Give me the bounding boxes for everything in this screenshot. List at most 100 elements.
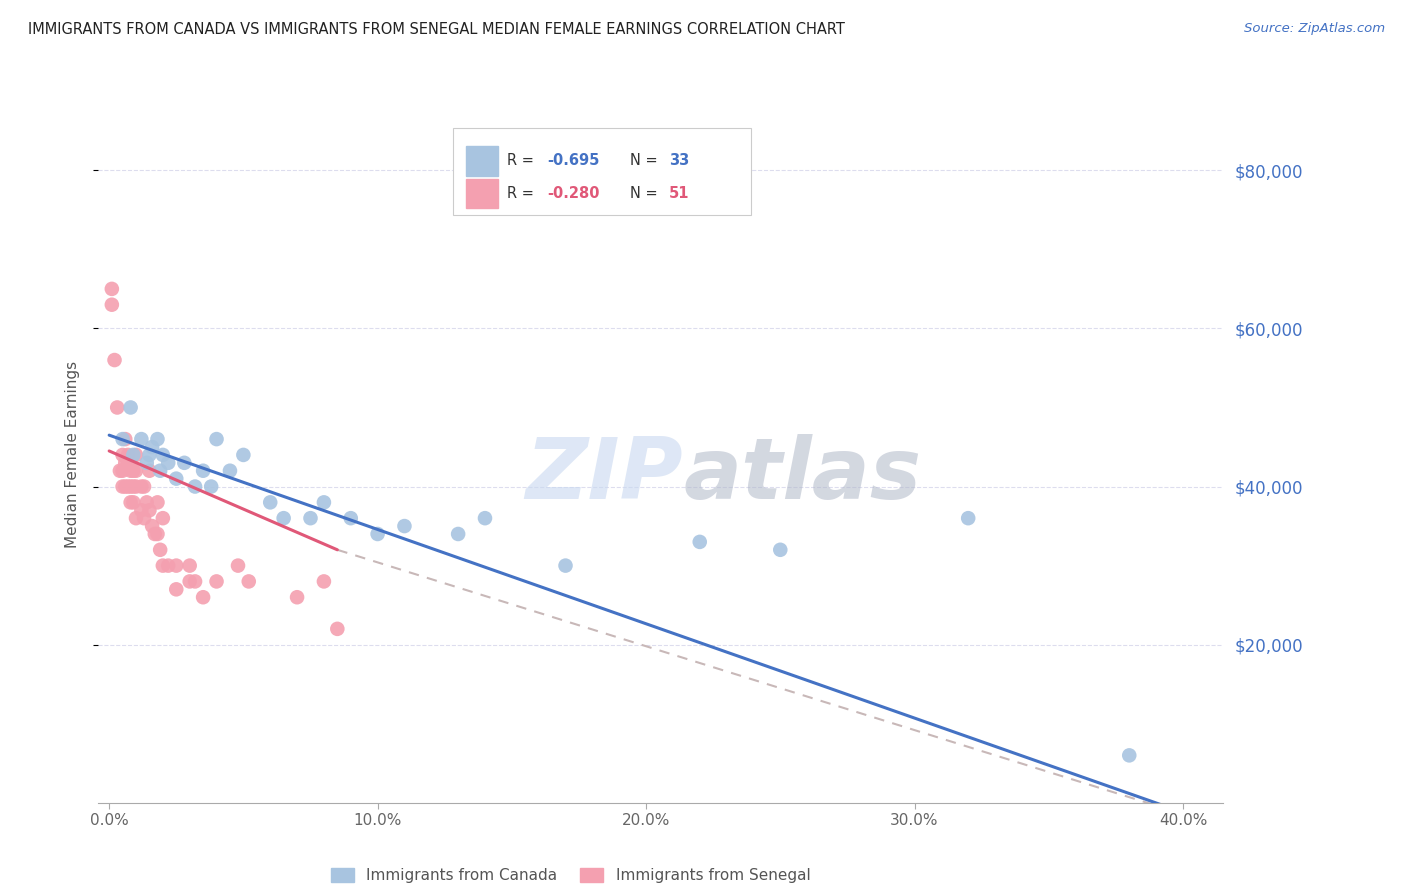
Point bbox=[103, 353, 125, 368]
Point bbox=[114, 456, 136, 470]
Point bbox=[149, 542, 172, 557]
Point bbox=[232, 448, 254, 462]
Point bbox=[131, 479, 153, 493]
Point bbox=[120, 479, 142, 493]
Point bbox=[554, 558, 576, 573]
Point bbox=[132, 511, 155, 525]
Text: R =: R = bbox=[506, 153, 538, 169]
Bar bbox=[467, 146, 498, 176]
Point bbox=[1118, 748, 1140, 763]
Bar bbox=[467, 178, 498, 208]
Point bbox=[165, 472, 187, 486]
Point bbox=[152, 511, 174, 525]
Point bbox=[117, 479, 139, 493]
Point bbox=[146, 495, 169, 509]
Point bbox=[120, 464, 142, 478]
Point bbox=[226, 558, 249, 573]
Point bbox=[200, 479, 222, 493]
Point bbox=[105, 401, 128, 415]
Point bbox=[367, 527, 389, 541]
Point bbox=[191, 591, 214, 605]
Point bbox=[219, 464, 242, 478]
Point bbox=[122, 495, 145, 509]
Point bbox=[114, 432, 136, 446]
Point bbox=[138, 448, 160, 462]
Point bbox=[117, 456, 139, 470]
Point bbox=[259, 495, 281, 509]
Point bbox=[312, 495, 335, 509]
Point bbox=[141, 440, 163, 454]
Point bbox=[157, 456, 180, 470]
Point bbox=[157, 558, 180, 573]
Point bbox=[285, 591, 308, 605]
Point bbox=[122, 464, 145, 478]
Point bbox=[122, 479, 145, 493]
Point bbox=[146, 527, 169, 541]
Point bbox=[135, 456, 157, 470]
Point bbox=[120, 401, 142, 415]
Point bbox=[152, 448, 174, 462]
Point bbox=[111, 479, 134, 493]
Point bbox=[179, 558, 201, 573]
Point bbox=[447, 527, 470, 541]
FancyBboxPatch shape bbox=[453, 128, 751, 215]
Point bbox=[101, 298, 124, 312]
Point bbox=[131, 503, 153, 517]
Point bbox=[184, 479, 207, 493]
Point bbox=[122, 448, 145, 462]
Text: atlas: atlas bbox=[683, 434, 921, 517]
Point bbox=[326, 622, 349, 636]
Point bbox=[769, 542, 792, 557]
Text: N =: N = bbox=[630, 153, 662, 169]
Point bbox=[165, 558, 187, 573]
Point bbox=[689, 535, 711, 549]
Point bbox=[394, 519, 416, 533]
Text: N =: N = bbox=[630, 186, 662, 201]
Point bbox=[957, 511, 980, 525]
Point bbox=[339, 511, 361, 525]
Point bbox=[108, 464, 131, 478]
Point bbox=[111, 432, 134, 446]
Point bbox=[125, 464, 148, 478]
Point bbox=[135, 495, 157, 509]
Point bbox=[238, 574, 260, 589]
Text: 33: 33 bbox=[669, 153, 689, 169]
Point bbox=[299, 511, 322, 525]
Point bbox=[146, 432, 169, 446]
Text: 51: 51 bbox=[669, 186, 689, 201]
Point bbox=[474, 511, 496, 525]
Point bbox=[312, 574, 335, 589]
Point bbox=[149, 464, 172, 478]
Point bbox=[173, 456, 195, 470]
Text: R =: R = bbox=[506, 186, 538, 201]
Text: IMMIGRANTS FROM CANADA VS IMMIGRANTS FROM SENEGAL MEDIAN FEMALE EARNINGS CORRELA: IMMIGRANTS FROM CANADA VS IMMIGRANTS FRO… bbox=[28, 22, 845, 37]
Point bbox=[179, 574, 201, 589]
Point bbox=[143, 527, 166, 541]
Point bbox=[191, 464, 214, 478]
Point bbox=[114, 479, 136, 493]
Point bbox=[138, 464, 160, 478]
Point bbox=[111, 448, 134, 462]
Text: ZIP: ZIP bbox=[526, 434, 683, 517]
Point bbox=[205, 574, 228, 589]
Point bbox=[101, 282, 124, 296]
Point bbox=[205, 432, 228, 446]
Point bbox=[125, 479, 148, 493]
Point bbox=[184, 574, 207, 589]
Point bbox=[120, 495, 142, 509]
Text: Source: ZipAtlas.com: Source: ZipAtlas.com bbox=[1244, 22, 1385, 36]
Point bbox=[131, 432, 153, 446]
Point bbox=[111, 464, 134, 478]
Point bbox=[152, 558, 174, 573]
Point bbox=[132, 479, 155, 493]
Point bbox=[138, 503, 160, 517]
Point bbox=[125, 511, 148, 525]
Legend: Immigrants from Canada, Immigrants from Senegal: Immigrants from Canada, Immigrants from … bbox=[325, 862, 817, 889]
Text: -0.280: -0.280 bbox=[547, 186, 600, 201]
Point bbox=[141, 519, 163, 533]
Point bbox=[165, 582, 187, 597]
Text: -0.695: -0.695 bbox=[547, 153, 599, 169]
Point bbox=[125, 448, 148, 462]
Y-axis label: Median Female Earnings: Median Female Earnings bbox=[65, 361, 80, 549]
Point bbox=[117, 448, 139, 462]
